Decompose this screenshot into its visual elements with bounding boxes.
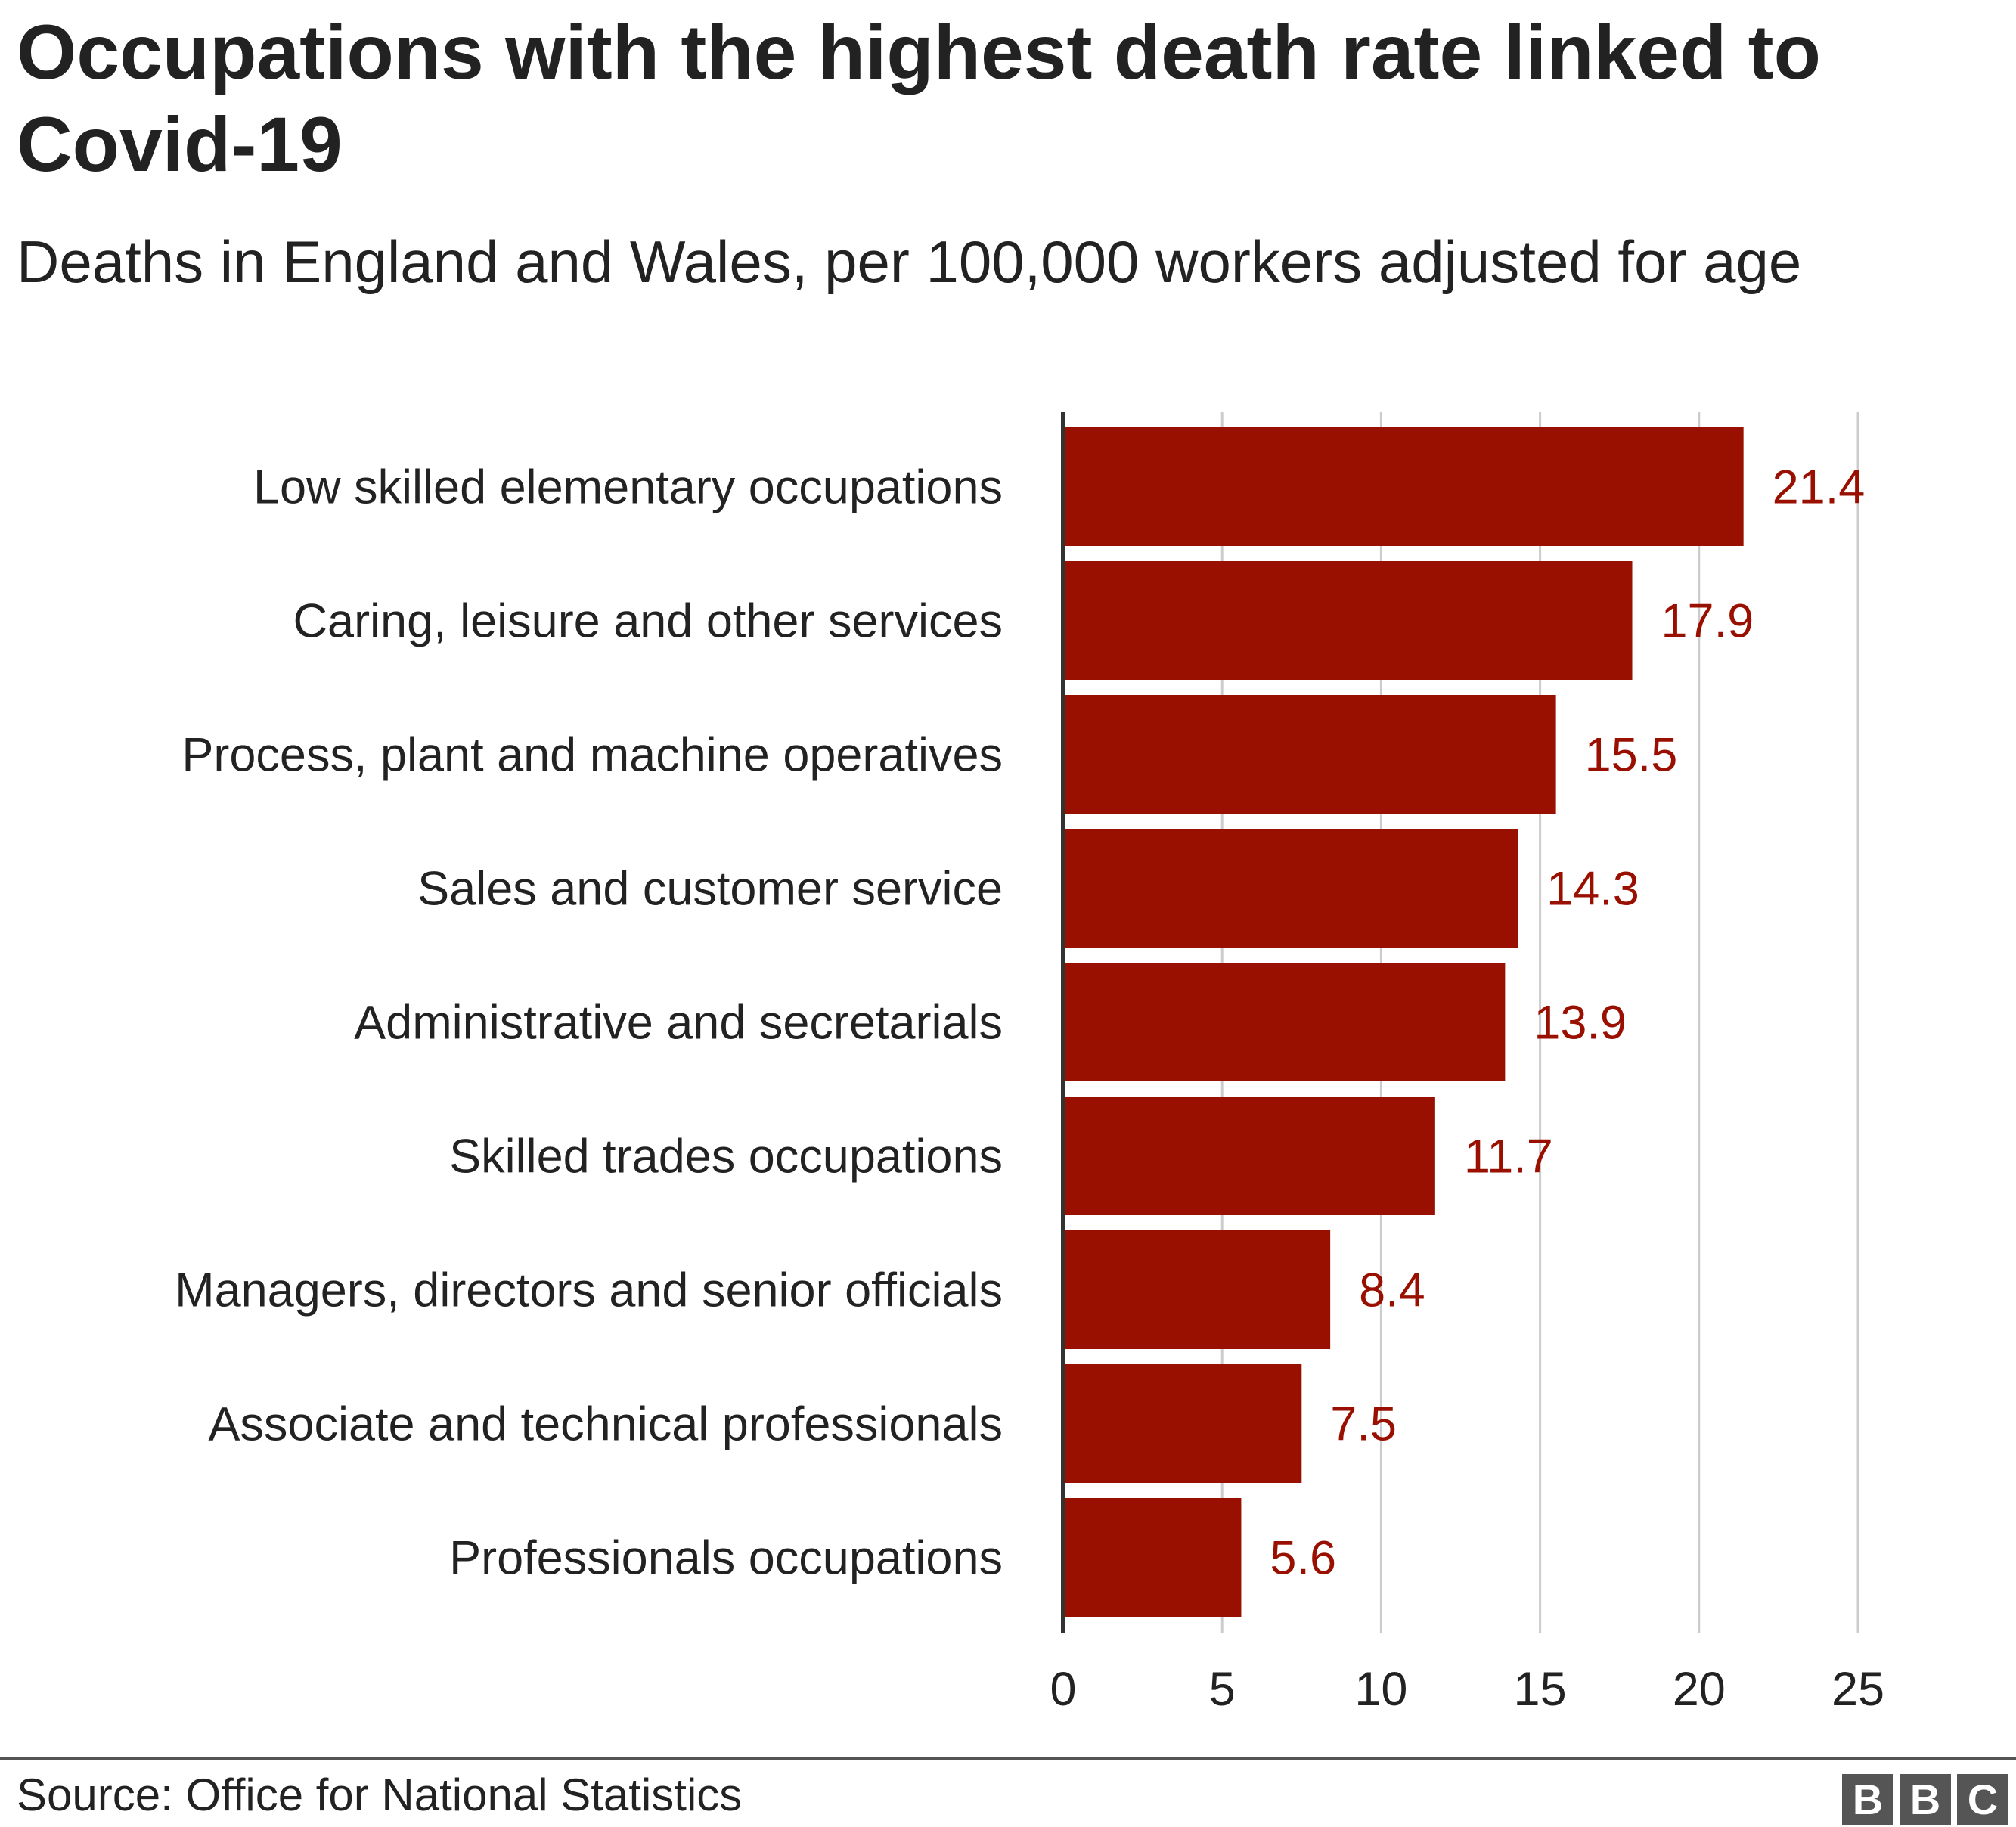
bar bbox=[1063, 1230, 1331, 1349]
bar bbox=[1063, 427, 1744, 546]
bar bbox=[1063, 1364, 1302, 1483]
value-label: 13.9 bbox=[1534, 997, 1627, 1050]
bbc-logo: B B C bbox=[1842, 1774, 2008, 1825]
x-tick-label: 20 bbox=[1673, 1663, 1726, 1716]
category-label: Managers, directors and senior officials bbox=[175, 1264, 1003, 1317]
x-tick-labels: 0 5 10 15 20 25 bbox=[1050, 1663, 1884, 1716]
bars bbox=[1063, 427, 1744, 1617]
value-label: 8.4 bbox=[1359, 1264, 1425, 1317]
value-labels: 21.4 17.9 15.5 14.3 13.9 11.7 8.4 7.5 5.6 bbox=[1270, 461, 1865, 1585]
logo-letter: C bbox=[1957, 1774, 2008, 1825]
logo-letter: B bbox=[1900, 1774, 1951, 1825]
value-label: 11.7 bbox=[1464, 1131, 1553, 1183]
value-label: 21.4 bbox=[1773, 461, 1866, 514]
value-label: 7.5 bbox=[1330, 1398, 1397, 1451]
x-tick-label: 0 bbox=[1050, 1663, 1076, 1716]
bar bbox=[1063, 695, 1556, 814]
bar bbox=[1063, 963, 1506, 1081]
category-label: Administrative and secretarials bbox=[354, 997, 1003, 1050]
category-label: Associate and technical professionals bbox=[208, 1398, 1003, 1451]
value-label: 17.9 bbox=[1661, 595, 1754, 648]
category-label: Skilled trades occupations bbox=[449, 1131, 1003, 1183]
x-tick-label: 5 bbox=[1209, 1663, 1236, 1716]
x-tick-label: 25 bbox=[1831, 1663, 1884, 1716]
chart-subtitle: Deaths in England and Wales, per 100,000… bbox=[17, 228, 1802, 295]
category-label: Professionals occupations bbox=[449, 1532, 1003, 1585]
category-label: Sales and customer service bbox=[417, 863, 1003, 916]
value-label: 14.3 bbox=[1546, 863, 1639, 916]
source-note: Source: Office for National Statistics bbox=[17, 1770, 743, 1820]
bar bbox=[1063, 561, 1633, 680]
value-label: 15.5 bbox=[1585, 729, 1678, 782]
x-tick-label: 10 bbox=[1354, 1663, 1407, 1716]
x-tick-label: 15 bbox=[1514, 1663, 1567, 1716]
chart-title: Occupations with the highest death rate … bbox=[17, 9, 1821, 188]
bar bbox=[1063, 829, 1518, 948]
category-label: Caring, leisure and other services bbox=[293, 595, 1003, 648]
category-label: Process, plant and machine operatives bbox=[181, 729, 1003, 782]
bar-chart: Low skilled elementary occupations Caring… bbox=[175, 412, 1884, 1716]
bar bbox=[1063, 1097, 1435, 1215]
footer-divider bbox=[0, 1757, 2016, 1760]
category-labels: Low skilled elementary occupations Caring… bbox=[175, 461, 1003, 1585]
bar bbox=[1063, 1498, 1242, 1617]
logo-letter: B bbox=[1842, 1774, 1893, 1825]
value-label: 5.6 bbox=[1270, 1532, 1336, 1585]
category-label: Low skilled elementary occupations bbox=[253, 461, 1003, 514]
